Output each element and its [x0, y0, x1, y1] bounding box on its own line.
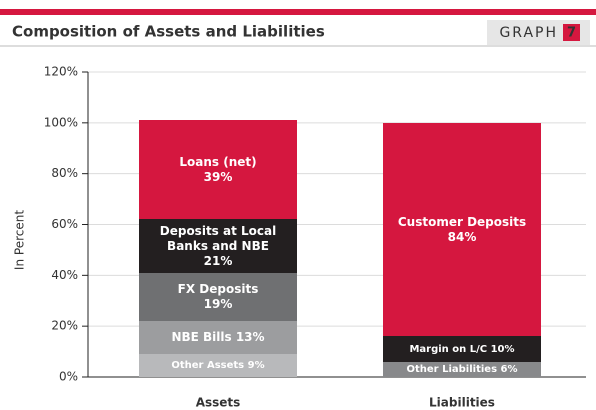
- bar-segment: Other Assets 9%: [139, 354, 297, 377]
- y-tick-label: 60%: [51, 217, 78, 231]
- x-tick-label: Assets: [196, 396, 241, 410]
- y-tick-label: 20%: [51, 319, 78, 333]
- value-label: 6%: [500, 363, 518, 375]
- segment-name: Other Assets: [171, 360, 245, 372]
- segment-name: Customer Deposits: [397, 214, 527, 229]
- segment-text: Other Liabilities 6%: [407, 364, 518, 375]
- bar-segment: Margin on L/C 10%: [383, 336, 541, 362]
- value-label: 13%: [235, 330, 265, 345]
- y-tick-label: 120%: [44, 65, 78, 79]
- segment-text: NBE Bills 13%: [171, 330, 264, 345]
- segment-name: Loans (net): [179, 154, 257, 169]
- segment-text: FX Deposits 19%: [178, 282, 259, 312]
- value-label: 84%: [447, 229, 477, 244]
- segment-text: Customer Deposits 84%: [398, 215, 526, 245]
- y-tick-label: 0%: [59, 370, 78, 384]
- segment-name: Margin on L/C: [409, 343, 488, 355]
- badge-text: GRAPH: [499, 25, 558, 41]
- value-label: 9%: [247, 360, 265, 372]
- bar-segment: Other Liabilities 6%: [383, 361, 541, 377]
- segment-text: Deposits at Local Banks and NBE 21%: [147, 224, 289, 269]
- bar-segment: Customer Deposits 84%: [383, 122, 541, 337]
- bar-segment: NBE Bills 13%: [139, 321, 297, 355]
- x-tick-label: Liabilities: [429, 396, 495, 410]
- y-tick-label: 80%: [51, 166, 78, 180]
- segment-name: Other Liabilities: [406, 363, 498, 375]
- y-tick-label: 100%: [44, 115, 78, 129]
- badge-number-box: [563, 24, 580, 41]
- value-label: 19%: [203, 296, 233, 311]
- value-label: 39%: [203, 169, 233, 184]
- value-label: 10%: [490, 343, 515, 355]
- segment-text: Loans (net) 39%: [179, 155, 256, 185]
- badge-number: 7: [567, 26, 576, 41]
- header-bar: [0, 9, 596, 15]
- segment-text: Margin on L/C 10%: [409, 344, 514, 355]
- value-label: 21%: [203, 253, 233, 268]
- chart-title: Composition of Assets and Liabilities: [12, 23, 325, 41]
- y-tick-label: 40%: [51, 268, 78, 282]
- bar-segment: Deposits at Local Banks and NBE 21%: [139, 219, 297, 273]
- segment-name: FX Deposits: [177, 281, 259, 296]
- bar-segment: FX Deposits 19%: [139, 272, 297, 322]
- segment-name: NBE Bills: [171, 330, 232, 345]
- segment-text: Other Assets 9%: [171, 360, 264, 371]
- segment-name: Deposits at Local Banks and NBE: [159, 223, 277, 253]
- bar-segment: Loans (net) 39%: [139, 120, 297, 220]
- y-axis-label: In Percent: [13, 210, 27, 270]
